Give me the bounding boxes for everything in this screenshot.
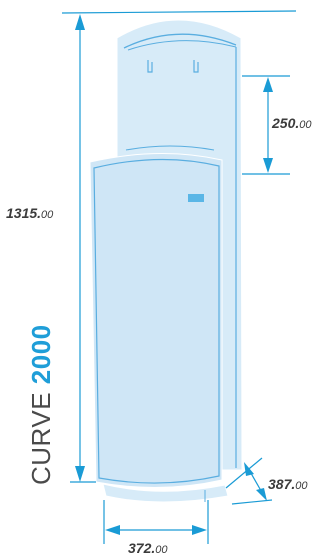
width-label: 372.00 xyxy=(128,540,168,556)
depth-dimension xyxy=(225,457,273,505)
height-dimension xyxy=(61,10,297,483)
top-section-label: 250.00 xyxy=(271,115,312,131)
dispenser-taps xyxy=(147,60,199,73)
product-name-prefix: CURVE xyxy=(26,391,56,485)
depth-label: 387.00 xyxy=(268,476,308,492)
top-section-dimension xyxy=(242,75,290,175)
height-label: 1315.00 xyxy=(6,205,54,221)
width-dimension xyxy=(103,500,209,544)
product-name: CURVE 2000 xyxy=(26,305,56,485)
product-model-number: 2000 xyxy=(26,324,56,385)
cooler-cabinet xyxy=(89,145,229,503)
indicator-badge xyxy=(188,194,204,202)
